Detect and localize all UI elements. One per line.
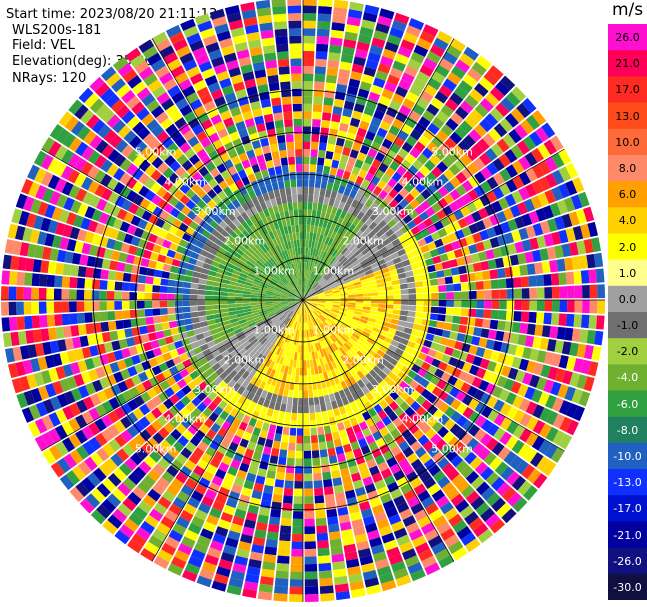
colorbar-unit: m/s	[612, 0, 644, 20]
colorbar-segment	[608, 338, 647, 365]
colorbar-tick-label: -8.0	[616, 423, 639, 437]
colorbar-tick-label: -4.0	[616, 371, 639, 385]
colorbar-tick-label: 10.0	[615, 135, 640, 149]
colorbar-segment	[608, 285, 647, 313]
colorbar-tick-label: 17.0	[615, 83, 640, 97]
colorbar-segment	[608, 76, 647, 104]
ring-label: 4.00km	[164, 175, 206, 188]
colorbar-tick-label: 1.0	[618, 266, 637, 280]
azimuth-spoke	[151, 299, 304, 562]
ring-label: 5.00km	[431, 146, 473, 159]
velocity-gates	[1, 0, 605, 602]
ring-label: 4.00km	[402, 175, 444, 188]
colorbar-tick-label: -10.0	[613, 450, 642, 463]
nrays-label: NRays: 120	[12, 71, 87, 86]
colorbar-segment	[608, 521, 647, 549]
colorbar-tick-label: 13.0	[615, 109, 640, 123]
ring-label: 1.00km	[253, 324, 295, 337]
colorbar-segment	[608, 259, 647, 287]
colorbar-segment	[608, 207, 647, 234]
colorbar-tick-label: -6.0	[616, 397, 639, 411]
field-label: Field: VEL	[12, 38, 75, 53]
colorbar	[608, 24, 647, 600]
ring-label: 1.00km	[313, 264, 355, 277]
ppi-plot: 1.00km 1.00km 1.00km 1.00km 2.00km 2.00km 2.00…	[1, 0, 605, 602]
azimuth-spoke	[151, 38, 304, 301]
colorbar-segment	[608, 469, 647, 496]
colorbar-segment	[608, 233, 647, 261]
azimuth-spoke	[302, 148, 565, 301]
ring-label: 2.00km	[342, 235, 384, 248]
ring-label: 2.00km	[224, 235, 266, 248]
azimuth-spoke	[302, 299, 455, 562]
azimuth-spoke	[41, 148, 304, 301]
ring-label: 4.00km	[164, 413, 206, 426]
ring-label: 1.00km	[313, 324, 355, 337]
colorbar-tick-label: -26.0	[613, 554, 642, 568]
ring-label: 3.00km	[372, 383, 414, 396]
colorbar-tick-label: 21.0	[615, 57, 640, 71]
colorbar-segment	[608, 416, 647, 444]
colorbar-tick-label: 4.0	[618, 214, 637, 228]
azimuth-spoke	[302, 38, 455, 301]
ring-label: 4.00km	[402, 413, 444, 426]
colorbar-tick-label: -13.0	[613, 476, 642, 490]
colorbar-segment	[608, 495, 647, 522]
colorbar-segment	[608, 181, 647, 208]
colorbar-segment	[608, 312, 647, 339]
colorbar-segment	[608, 442, 647, 470]
azimuth-spoke	[302, 299, 565, 452]
colorbar-segment	[608, 24, 647, 51]
colorbar-segment	[608, 364, 647, 392]
colorbar-tick-label: -17.0	[613, 502, 642, 516]
colorbar-tick-label: 8.0	[618, 162, 637, 175]
colorbar-tick-label: -1.0	[616, 319, 639, 333]
ring-label: 5.00km	[135, 442, 177, 455]
ring-label: 5.00km	[431, 442, 473, 455]
colorbar-tick-label: -30.0	[613, 580, 642, 594]
colorbar-segment	[608, 390, 647, 418]
colorbar-segment	[608, 547, 647, 575]
ring-label: 1.00km	[253, 264, 295, 277]
ring-label: 3.00km	[372, 205, 414, 218]
colorbar-tick-label: -21.0	[613, 528, 642, 542]
colorbar-segment	[608, 50, 647, 77]
colorbar-tick-label: 26.0	[615, 31, 640, 45]
start-time-label: Start time: 2023/08/20 21:11:13	[6, 7, 218, 22]
colorbar-tick-label: 6.0	[618, 188, 637, 202]
colorbar-segment	[608, 128, 647, 156]
azimuth-spoke	[41, 299, 304, 452]
colorbar-tick-label: -2.0	[616, 345, 639, 359]
colorbar-segment	[608, 573, 647, 600]
colorbar-segment	[608, 154, 647, 182]
ring-label: 2.00km	[342, 353, 384, 366]
colorbar-tick-label: 0.0	[618, 292, 637, 306]
ring-label: 2.00km	[224, 353, 266, 366]
instrument-label: WLS200s-181	[12, 23, 102, 38]
ring-label: 3.00km	[194, 383, 236, 396]
ring-label: 3.00km	[194, 205, 236, 218]
colorbar-tick-label: 2.0	[618, 240, 637, 254]
ring-label: 5.00km	[135, 146, 177, 159]
colorbar-segment	[608, 102, 647, 130]
